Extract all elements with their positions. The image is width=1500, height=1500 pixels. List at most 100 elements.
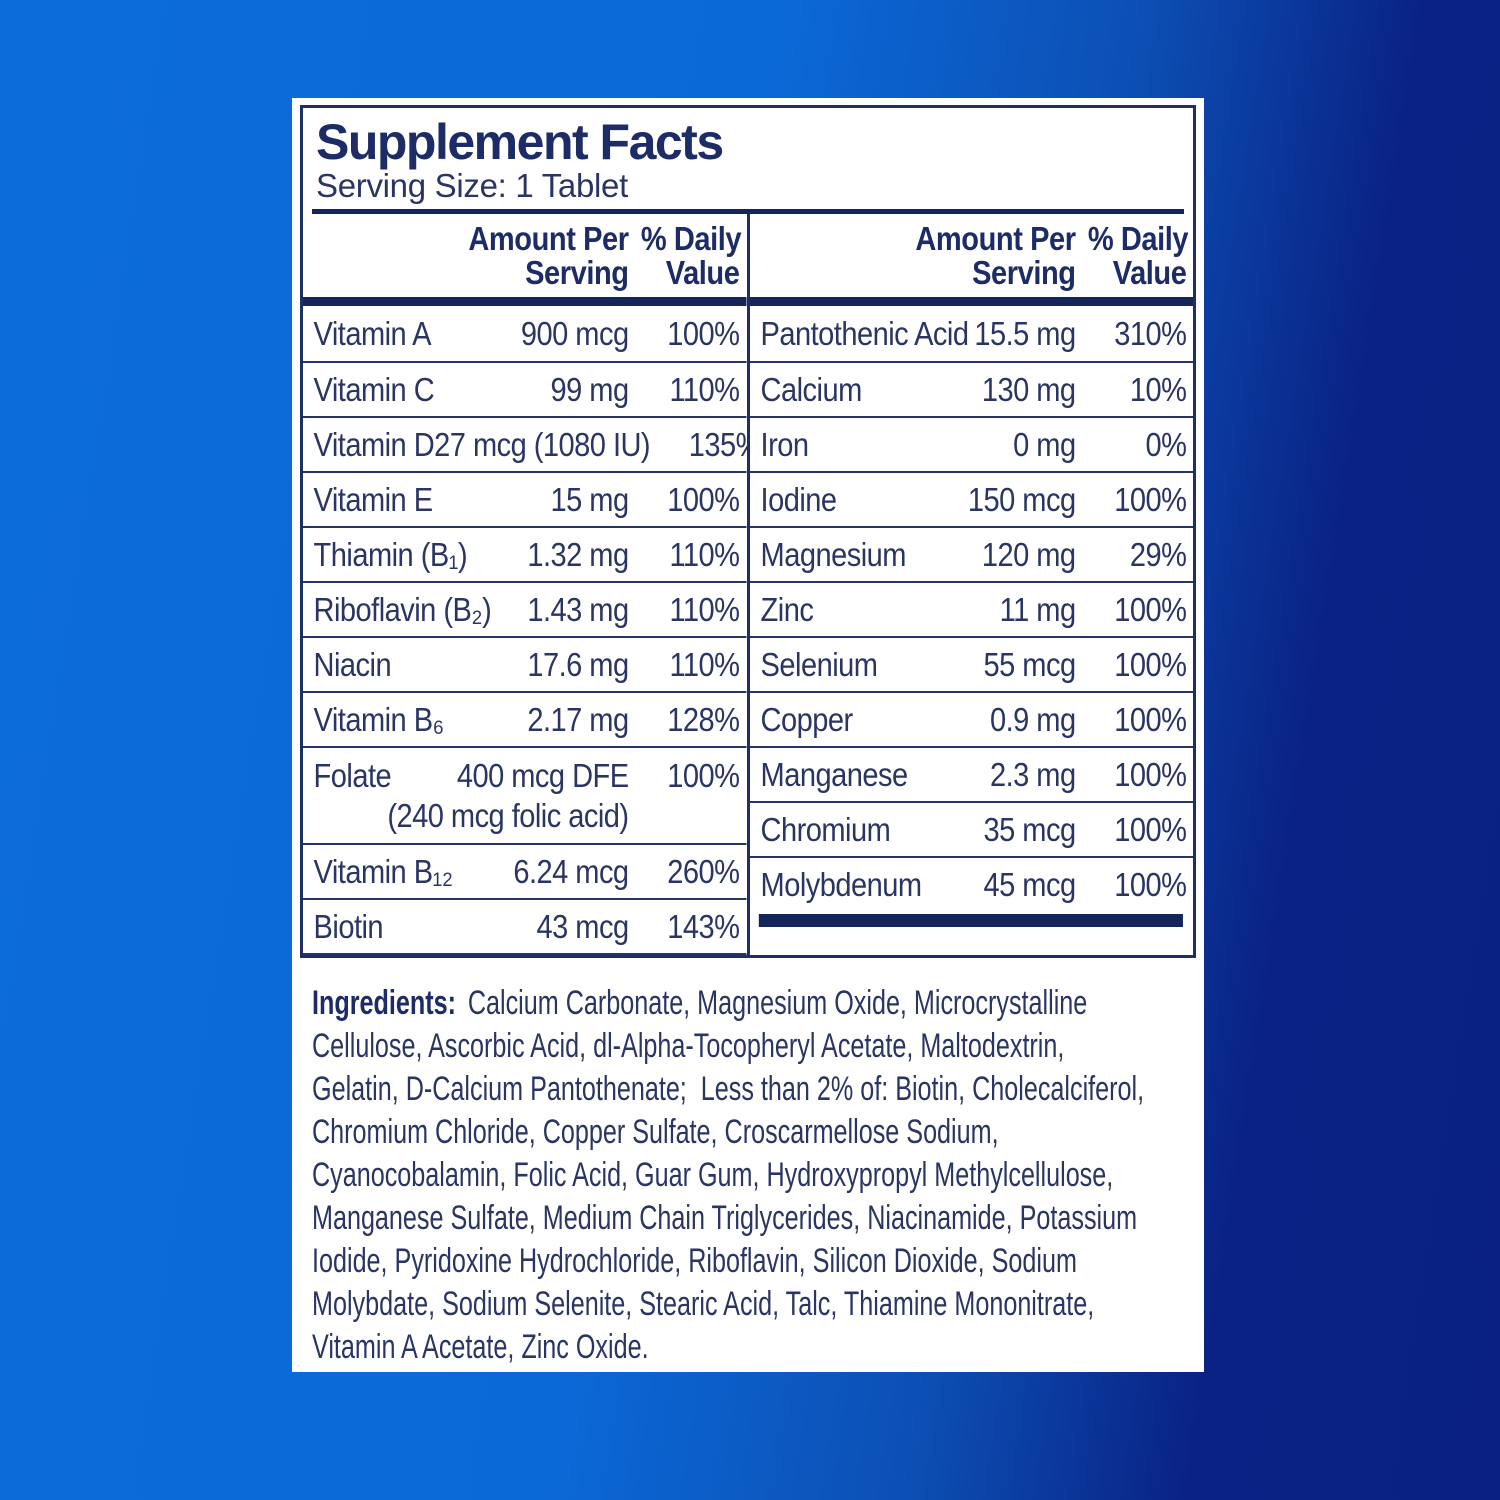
table-row: Vitamin B₆ 2.17 mg 128% [303, 691, 747, 746]
table-row: Vitamin A 900 mcg 100% [303, 306, 746, 361]
nutrient-name: Niacin [313, 645, 392, 683]
page-title: Supplement Facts [316, 114, 724, 170]
nutrient-name: Folate [313, 756, 392, 794]
nutrient-dv: 10% [1129, 370, 1186, 408]
nutrient-dv: 0% [1145, 425, 1186, 463]
header-percent-daily-value: % Daily Value [640, 220, 742, 291]
title-block: Supplement Facts Serving Size: 1 Tablet [303, 108, 1193, 204]
nutrient-amount: 17.6 mg [527, 645, 629, 683]
ingredients-line: Manganese Sulfate, Medium Chain Triglyce… [312, 1199, 1138, 1237]
nutrient-name: Vitamin A [313, 314, 432, 352]
nutrient-name: Chromium [760, 810, 890, 848]
nutrient-dv: 128% [667, 700, 740, 738]
ingredients-section: Ingredients: Calcium Carbonate, Magnesium… [292, 958, 1204, 1369]
nutrient-name: Molybdenum [760, 865, 922, 903]
nutrient-amount: 120 mg [981, 535, 1076, 573]
header-line: Serving [971, 254, 1076, 291]
supplement-facts-table: Amount Per Serving % Daily Value Vitamin A… [303, 214, 1193, 955]
ingredients-label: Ingredients: [312, 984, 456, 1022]
nutrient-rows-left: Vitamin A 900 mcg 100% Vitamin C 99 mg 110% Vi… [303, 306, 747, 953]
nutrient-dv: 110% [669, 590, 740, 628]
nutrient-amount: 1.43 mg [527, 590, 629, 628]
nutrient-amount: 0 mg [1012, 425, 1076, 463]
ingredients-paragraph: Ingredients: Calcium Carbonate, Magnesium… [312, 982, 1194, 1369]
nutrient-amount: 900 mcg [520, 314, 629, 352]
nutrient-amount: 27 mcg (1080 IU) [434, 425, 651, 463]
ingredients-line: Gelatin, D-Calcium Pantothenate; Less th… [312, 1070, 1145, 1108]
nutrient-name: Iron [760, 425, 808, 463]
table-row: Vitamin B₁₂ 6.24 mcg 260% [303, 843, 747, 898]
nutrient-name: Vitamin C [313, 370, 435, 408]
table-row: Calcium 130 mg 10% [749, 361, 1193, 416]
header-line: Amount Per [914, 220, 1076, 257]
nutrient-name: Pantothenic Acid [760, 314, 968, 352]
header-line: % Daily [1087, 220, 1188, 257]
header-line: Value [665, 254, 740, 291]
nutrient-amount: 400 mcg DFE [456, 756, 629, 794]
thin-rule-bottom [303, 953, 747, 955]
ingredients-line: Iodide, Pyridoxine Hydrochloride, Ribofl… [312, 1242, 1077, 1280]
nutrient-dv: 29% [1129, 535, 1186, 573]
nutrient-dv: 110% [669, 535, 740, 573]
ingredients-line: Molybdate, Sodium Selenite, Stearic Acid… [312, 1285, 1095, 1323]
nutrient-dv: 100% [1113, 755, 1187, 793]
nutrient-dv: 100% [1113, 645, 1187, 683]
thick-rule-header [749, 297, 1193, 306]
nutrient-dv: 260% [667, 852, 740, 890]
nutrient-name: Iodine [760, 480, 837, 518]
nutrient-dv: 100% [1113, 810, 1187, 848]
nutrient-name: Magnesium [760, 535, 906, 573]
table-row: Selenium 55 mcg 100% [749, 636, 1193, 691]
column-header-row: Amount Per Serving % Daily Value [750, 214, 1193, 290]
nutrient-dv: 100% [667, 756, 740, 794]
table-row: Folate 400 mcg DFE 100% (240 mcg folic acid… [303, 746, 747, 843]
nutrient-amount: 6.24 mcg [513, 852, 629, 890]
ingredients-line: Chromium Chloride, Copper Sulfate, Crosc… [312, 1113, 999, 1151]
table-row: Vitamin E 15 mg 100% [303, 471, 747, 526]
ingredients-line: Cellulose, Ascorbic Acid, dl-Alpha-Tocop… [312, 1027, 1065, 1065]
nutrient-rows-right: Pantothenic Acid 15.5 mg 310% Calcium 130 mg… [749, 306, 1193, 911]
vertical-divider [746, 214, 750, 955]
nutrient-dv: 100% [1113, 590, 1187, 628]
nutrient-dv: 100% [1113, 480, 1187, 518]
nutrient-name: Copper [760, 700, 853, 738]
header-line: % Daily [640, 220, 742, 257]
nutrient-amount-note: (240 mcg folic acid) [387, 796, 629, 834]
nutrient-amount: 15 mg [550, 480, 630, 518]
serving-size-text: Serving Size: 1 Tablet [316, 167, 628, 204]
nutrient-amount: 1.32 mg [527, 535, 629, 573]
header-line: Serving [525, 254, 629, 291]
table-row: Vitamin D27 mcg (1080 IU) 135% [303, 416, 747, 471]
nutrient-name: Manganese [760, 755, 908, 793]
nutrient-dv: 135% [688, 425, 747, 463]
nutrient-amount: 35 mcg [983, 810, 1076, 848]
table-row: Molybdenum 45 mcg 100% [749, 856, 1193, 911]
nutrient-amount: 99 mg [550, 370, 630, 408]
nutrient-name: Biotin [313, 907, 384, 945]
header-percent-daily-value: % Daily Value [1087, 220, 1188, 290]
nutrient-amount: 150 mcg [967, 480, 1076, 518]
table-row: Iron 0 mg 0% [749, 416, 1193, 471]
nutrient-amount: 130 mg [981, 370, 1076, 408]
nutrient-name: Calcium [760, 370, 862, 408]
table-column-right: Amount Per Serving % Daily Value Pantothen… [749, 214, 1194, 955]
nutrient-name: Thiamin (B₁) [313, 535, 468, 573]
thick-rule-end [758, 914, 1183, 927]
nutrient-amount: 45 mcg [983, 865, 1076, 903]
nutrient-name: Vitamin B₆ [313, 700, 445, 738]
table-row: Niacin 17.6 mg 110% [303, 636, 747, 691]
ingredients-text: Calcium Carbonate, Magnesium Oxide, Micr… [467, 984, 1088, 1022]
table-row: Pantothenic Acid 15.5 mg 310% [750, 306, 1193, 361]
supplement-label-panel: Supplement Facts Serving Size: 1 Tablet … [292, 98, 1204, 1372]
nutrient-amount: 11 mg [999, 590, 1076, 628]
nutrient-dv: 310% [1113, 314, 1187, 352]
nutrient-amount: 2.3 mg [989, 755, 1076, 793]
table-column-left: Amount Per Serving % Daily Value Vitamin A… [303, 214, 747, 955]
table-row: Iodine 150 mcg 100% [749, 471, 1193, 526]
nutrient-name: Vitamin B₁₂ [313, 852, 454, 890]
table-row: Manganese 2.3 mg 100% [749, 746, 1193, 801]
header-line: Amount Per [468, 220, 629, 257]
header-amount-per-serving: Amount Per Serving [468, 222, 640, 290]
nutrient-name: Selenium [760, 645, 877, 683]
